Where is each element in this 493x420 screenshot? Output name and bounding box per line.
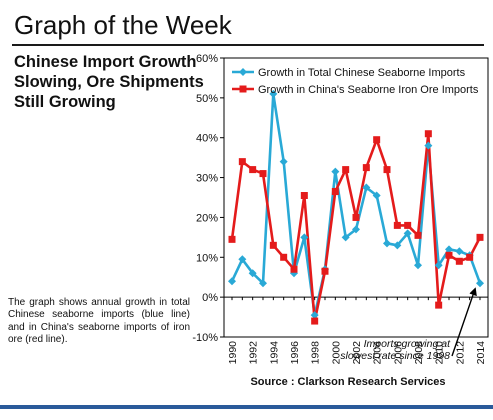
data-point-diamond xyxy=(259,279,267,288)
data-point-square xyxy=(445,251,453,259)
data-point-diamond xyxy=(352,225,360,234)
legend-entry-label: Growth in Total Chinese Seaborne Imports xyxy=(258,67,466,79)
legend-layer: Growth in Total Chinese Seaborne Imports… xyxy=(232,67,479,96)
x-tick-label: 2014 xyxy=(475,341,487,365)
x-tick-label: 2006 xyxy=(392,341,404,365)
data-point-square xyxy=(311,317,319,325)
x-tick-label: 2010 xyxy=(434,341,446,365)
data-point-diamond xyxy=(279,157,288,166)
data-point-diamond xyxy=(341,233,350,242)
legend-entry-label: Growth in China's Seaborne Iron Ore Impo… xyxy=(258,84,479,96)
data-point-diamond xyxy=(310,311,319,320)
page-header: Graph of the Week xyxy=(14,10,232,40)
data-point-diamond xyxy=(455,247,464,256)
data-point-square xyxy=(238,158,246,166)
source-label: Source : Clarkson Research Services xyxy=(250,376,446,388)
legend-swatch-marker xyxy=(239,68,247,76)
chart-subtitle: Chinese Import Growth Slowing, Ore Shipm… xyxy=(14,53,204,111)
data-point-diamond xyxy=(269,89,278,98)
y-tick-label: 10% xyxy=(196,252,218,264)
data-point-square xyxy=(383,166,391,174)
data-point-square xyxy=(249,166,257,174)
data-point-square xyxy=(259,170,267,178)
x-tick-label: 2004 xyxy=(372,341,384,365)
data-point-diamond xyxy=(300,233,309,242)
data-point-square xyxy=(290,265,298,273)
x-tick-label: 1990 xyxy=(227,341,239,365)
plot-frame xyxy=(223,57,489,338)
data-point-diamond xyxy=(424,141,433,150)
y-tick-label: 60% xyxy=(196,53,218,65)
legend-swatch-marker xyxy=(239,85,247,93)
axes-layer: -10% 0% 10% 20% 30% 40% 50% 60% 1990 1992 1994 1996… xyxy=(192,53,489,365)
data-point-square xyxy=(424,130,432,138)
data-point-square xyxy=(466,253,474,261)
data-point-diamond xyxy=(434,261,443,270)
x-tick-label: 2012 xyxy=(454,341,466,365)
x-tick-label: 2002 xyxy=(351,341,363,365)
data-point-square xyxy=(404,221,412,229)
y-tick-label: 40% xyxy=(196,133,218,145)
annotation-text: Imports growing at xyxy=(364,338,451,350)
x-tick-label: 1994 xyxy=(268,341,280,365)
data-point-diamond xyxy=(228,277,236,286)
data-point-square xyxy=(228,235,236,243)
data-point-square xyxy=(352,213,360,221)
chart-description: The graph shows annual growth in total C… xyxy=(8,297,190,345)
data-point-diamond xyxy=(393,241,402,250)
data-point-square xyxy=(362,164,370,172)
data-point-square xyxy=(373,136,381,144)
annotation-text: slowest rate since 1998 xyxy=(340,350,450,362)
data-point-square xyxy=(280,253,288,261)
x-tick-label: 2000 xyxy=(330,341,342,365)
data-point-square xyxy=(435,301,443,309)
data-point-diamond xyxy=(372,191,381,200)
data-point-diamond xyxy=(414,261,422,270)
footer-divider xyxy=(0,405,493,409)
data-point-square xyxy=(321,267,329,275)
x-tick-label: 1996 xyxy=(289,341,301,365)
data-point-diamond xyxy=(383,239,391,248)
data-point-diamond xyxy=(403,229,412,238)
y-tick-label: 30% xyxy=(196,173,218,185)
x-tick-label: 2008 xyxy=(413,341,425,365)
data-point-diamond xyxy=(238,255,247,264)
data-point-square xyxy=(393,221,401,229)
data-point-square xyxy=(414,231,422,239)
data-point-diamond xyxy=(248,269,257,278)
x-tick-label: 1998 xyxy=(310,341,322,365)
data-point-diamond xyxy=(331,167,340,176)
data-point-square xyxy=(331,188,339,196)
x-tick-label: 1992 xyxy=(248,341,260,365)
series-layer xyxy=(228,89,484,325)
y-tick-label: 0% xyxy=(202,292,218,304)
y-tick-label: 50% xyxy=(196,93,218,105)
header-divider xyxy=(12,44,484,46)
data-point-square xyxy=(476,233,484,241)
data-point-square xyxy=(300,192,308,200)
data-point-diamond xyxy=(445,245,453,254)
y-tick-label: 20% xyxy=(196,212,218,224)
data-point-square xyxy=(269,241,277,249)
y-tick-label: -10% xyxy=(192,332,218,344)
annotation-arrow xyxy=(451,287,477,357)
data-point-diamond xyxy=(362,183,371,192)
data-point-square xyxy=(342,166,350,174)
data-point-diamond xyxy=(476,279,484,288)
data-point-square xyxy=(455,257,463,265)
